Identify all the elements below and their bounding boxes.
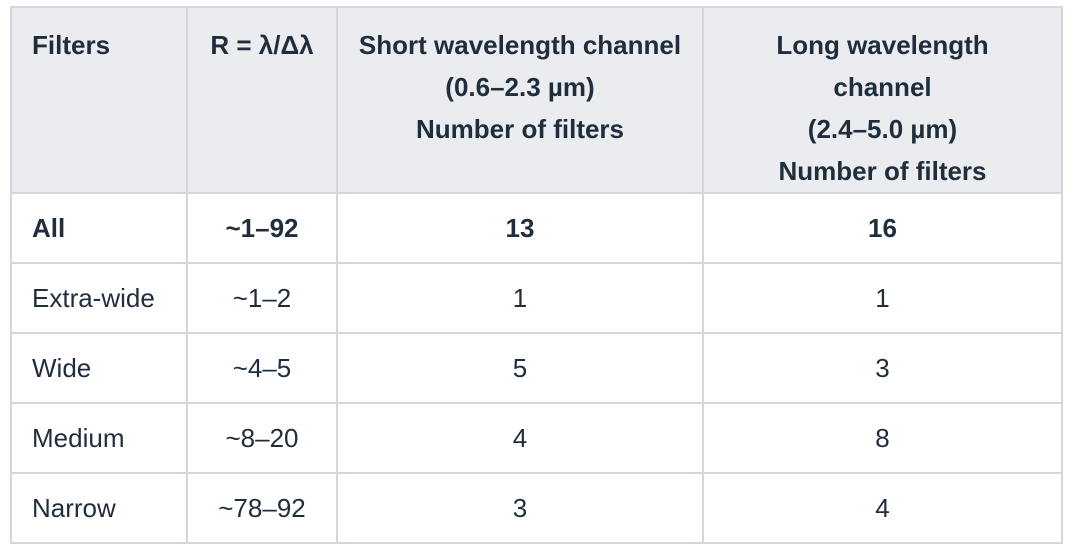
header-resolution: R = λ/Δλ: [187, 7, 337, 193]
header-long-wavelength: Long wavelength channel (2.4–5.0 µm) Num…: [703, 7, 1062, 193]
filter-name-cell: All: [11, 193, 187, 263]
table-row: Wide ~4–5 5 3: [11, 333, 1062, 403]
long-count-cell: 4: [703, 473, 1062, 543]
filter-name-cell: Narrow: [11, 473, 187, 543]
table-row: Medium ~8–20 4 8: [11, 403, 1062, 473]
table-row: Extra-wide ~1–2 1 1: [11, 263, 1062, 333]
short-count-cell: 1: [337, 263, 703, 333]
long-count-cell: 3: [703, 333, 1062, 403]
short-count-cell: 4: [337, 403, 703, 473]
header-filters: Filters: [11, 7, 187, 193]
filter-name-cell: Wide: [11, 333, 187, 403]
header-line: Long wavelength channel: [724, 24, 1041, 108]
resolution-cell: ~1–2: [187, 263, 337, 333]
table-row: Narrow ~78–92 3 4: [11, 473, 1062, 543]
header-line: (2.4–5.0 µm): [724, 108, 1041, 150]
table-header: Filters R = λ/Δλ Short wavelength channe…: [11, 7, 1062, 193]
header-line: (0.6–2.3 µm): [358, 66, 682, 108]
long-count-cell: 16: [703, 193, 1062, 263]
header-line: Filters: [32, 24, 166, 66]
long-count-cell: 1: [703, 263, 1062, 333]
resolution-cell: ~1–92: [187, 193, 337, 263]
short-count-cell: 3: [337, 473, 703, 543]
table-body: All ~1–92 13 16 Extra-wide ~1–2 1 1 Wide…: [11, 193, 1062, 543]
filter-name-cell: Medium: [11, 403, 187, 473]
header-line: Number of filters: [724, 150, 1041, 192]
short-count-cell: 5: [337, 333, 703, 403]
header-row: Filters R = λ/Δλ Short wavelength channe…: [11, 7, 1062, 193]
header-line: R = λ/Δλ: [208, 24, 316, 66]
long-count-cell: 8: [703, 403, 1062, 473]
header-short-wavelength: Short wavelength channel (0.6–2.3 µm) Nu…: [337, 7, 703, 193]
filters-table: Filters R = λ/Δλ Short wavelength channe…: [10, 6, 1063, 544]
resolution-cell: ~4–5: [187, 333, 337, 403]
table-container: Filters R = λ/Δλ Short wavelength channe…: [10, 6, 1063, 544]
filter-name-cell: Extra-wide: [11, 263, 187, 333]
resolution-cell: ~8–20: [187, 403, 337, 473]
header-line: Short wavelength channel: [358, 24, 682, 66]
resolution-cell: ~78–92: [187, 473, 337, 543]
short-count-cell: 13: [337, 193, 703, 263]
header-line: Number of filters: [358, 108, 682, 150]
table-row: All ~1–92 13 16: [11, 193, 1062, 263]
